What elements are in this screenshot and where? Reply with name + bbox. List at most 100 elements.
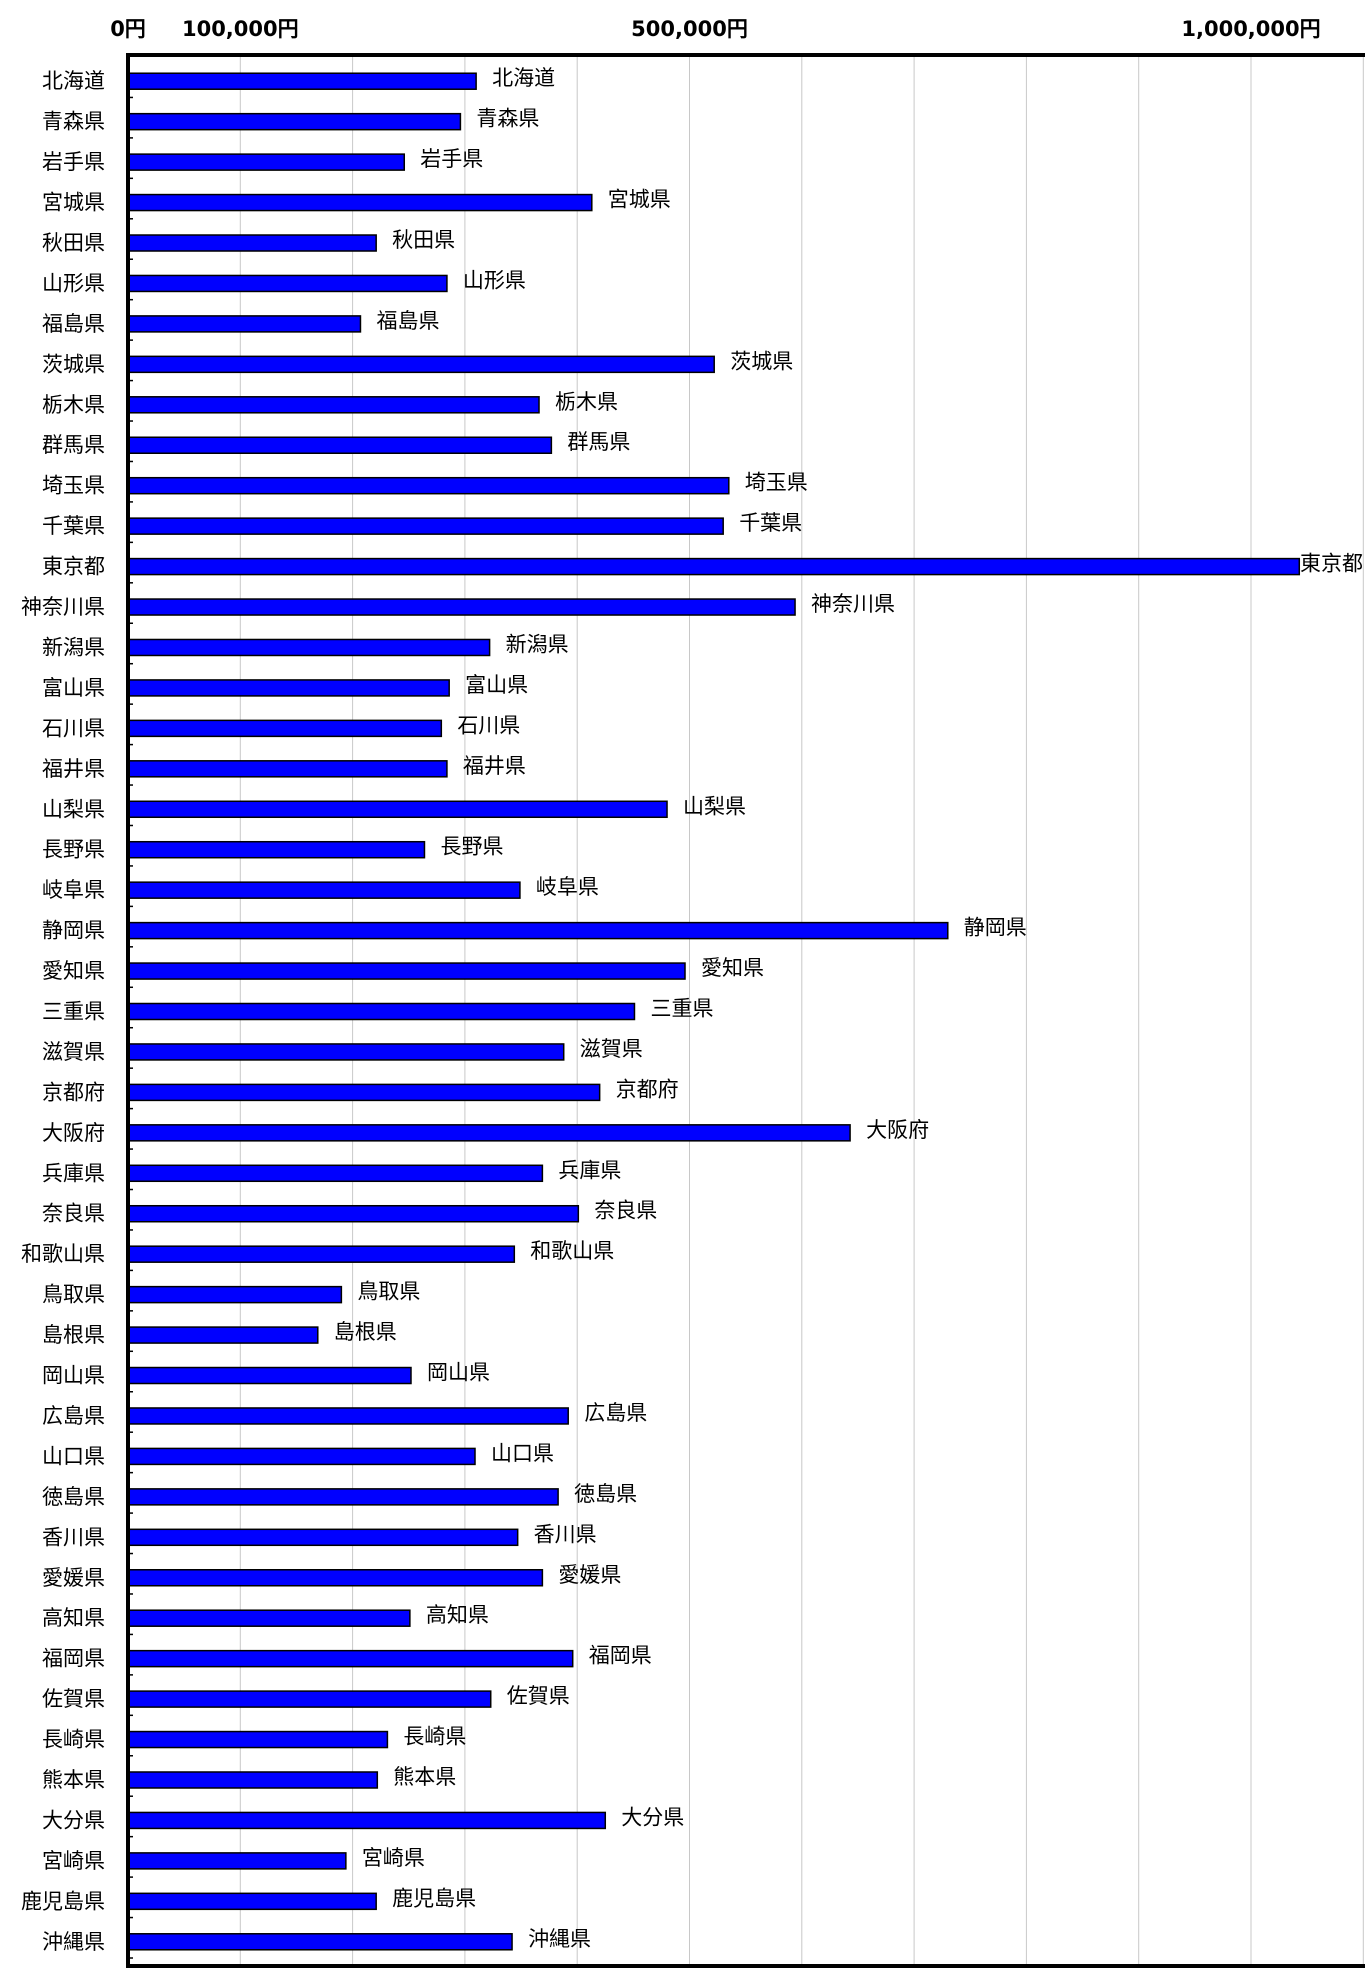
bar <box>127 719 443 738</box>
data-label: 山梨県 <box>683 794 746 818</box>
bar <box>127 1245 516 1263</box>
bar <box>127 881 521 899</box>
data-label: 東京都 <box>1300 552 1363 576</box>
category-label: 長野県 <box>42 838 105 862</box>
category-label: 東京都 <box>42 555 105 579</box>
data-label: 山形県 <box>463 268 526 292</box>
category-label: 栃木県 <box>42 393 105 417</box>
data-label: 青森県 <box>476 107 539 131</box>
data-label: 香川県 <box>534 1522 597 1546</box>
data-label: 沖縄県 <box>528 1927 591 1951</box>
data-label: 広島県 <box>584 1401 647 1425</box>
category-label: 岡山県 <box>42 1364 105 1388</box>
x-tick-label: 0円 <box>110 17 146 41</box>
category-label: 埼玉県 <box>42 474 105 498</box>
data-label: 佐賀県 <box>507 1684 570 1708</box>
bar <box>127 436 553 454</box>
category-label: 大阪府 <box>42 1121 105 1145</box>
category-label: 北海道 <box>42 69 105 93</box>
category-label: 鳥取県 <box>42 1283 105 1307</box>
category-label: 三重県 <box>42 1000 105 1024</box>
data-label: 宮崎県 <box>362 1846 425 1870</box>
category-label: 広島県 <box>42 1404 105 1428</box>
bar <box>127 1892 377 1911</box>
bar <box>127 355 715 374</box>
data-labels: 北海道青森県岩手県宮城県秋田県山形県福島県茨城県栃木県群馬県埼玉県千葉県東京都神… <box>334 66 1363 1951</box>
bar <box>127 1528 519 1547</box>
data-label: 福島県 <box>376 309 439 333</box>
bar <box>127 1649 574 1668</box>
bar <box>127 1933 513 1951</box>
data-label: 和歌山県 <box>530 1239 614 1263</box>
bar <box>127 1002 636 1021</box>
bar <box>127 315 362 333</box>
data-label: 島根県 <box>334 1320 397 1344</box>
category-label: 石川県 <box>42 716 105 740</box>
category-label: 鹿児島県 <box>21 1889 105 1913</box>
category-label: 群馬県 <box>42 433 105 457</box>
category-label: 宮城県 <box>42 191 105 215</box>
gridlines <box>239 55 1364 1966</box>
category-label: 島根県 <box>42 1323 105 1347</box>
bar <box>127 1083 601 1102</box>
data-label: 栃木県 <box>555 390 618 414</box>
category-label: 山形県 <box>42 271 105 295</box>
data-label: 奈良県 <box>594 1199 657 1223</box>
data-label: 徳島県 <box>574 1482 637 1506</box>
data-label: 埼玉県 <box>745 471 808 495</box>
data-label: 長野県 <box>440 835 503 859</box>
category-label: 長崎県 <box>42 1728 105 1752</box>
category-label: 沖縄県 <box>42 1930 105 1954</box>
bar <box>127 557 1301 576</box>
bar <box>127 476 730 495</box>
category-label: 愛媛県 <box>42 1566 105 1590</box>
category-label: 佐賀県 <box>42 1687 105 1711</box>
bar <box>127 598 796 616</box>
bar <box>127 840 426 859</box>
category-label: 熊本県 <box>42 1768 105 1792</box>
category-label: 宮崎県 <box>42 1849 105 1873</box>
bars <box>127 72 1301 1959</box>
data-label: 鹿児島県 <box>392 1886 476 1910</box>
category-label: 千葉県 <box>42 514 105 538</box>
category-label: 大分県 <box>42 1808 105 1832</box>
category-label: 山梨県 <box>42 797 105 821</box>
data-label: 岐阜県 <box>536 875 599 899</box>
bar <box>127 1771 379 1789</box>
bar <box>127 1730 389 1749</box>
data-label: 群馬県 <box>567 430 630 454</box>
category-label: 徳島県 <box>42 1485 105 1509</box>
data-label: 茨城県 <box>730 349 793 373</box>
data-label: 愛知県 <box>701 956 764 980</box>
bar <box>127 760 448 778</box>
category-label: 和歌山県 <box>21 1242 105 1266</box>
data-label: 宮城県 <box>608 188 671 212</box>
category-label: 滋賀県 <box>42 1040 105 1064</box>
bar <box>127 638 491 657</box>
data-label: 静岡県 <box>964 916 1027 940</box>
data-label: 兵庫県 <box>558 1158 621 1182</box>
data-label: 岩手県 <box>420 147 483 171</box>
data-label: 石川県 <box>457 713 520 737</box>
bar <box>127 234 377 252</box>
bar <box>127 1043 565 1061</box>
bar <box>127 1407 569 1425</box>
category-label: 奈良県 <box>42 1202 105 1226</box>
bar <box>127 193 593 212</box>
category-label: 山口県 <box>42 1444 105 1468</box>
x-axis-ticks: 0円 100,000円 500,000円 1,000,000円 <box>110 17 1320 41</box>
category-label: 岐阜県 <box>42 878 105 902</box>
data-label: 福岡県 <box>589 1644 652 1668</box>
x-tick-label: 1,000,000円 <box>1181 17 1320 41</box>
bar <box>127 1852 347 1870</box>
data-label: 長崎県 <box>403 1725 466 1749</box>
data-label: 福井県 <box>463 754 526 778</box>
data-label: 山口県 <box>491 1441 554 1465</box>
bar <box>127 274 448 293</box>
bar <box>127 1609 411 1627</box>
data-label: 富山県 <box>465 673 528 697</box>
bar <box>127 517 724 535</box>
data-label: 熊本県 <box>393 1765 456 1789</box>
bar <box>127 1488 559 1506</box>
